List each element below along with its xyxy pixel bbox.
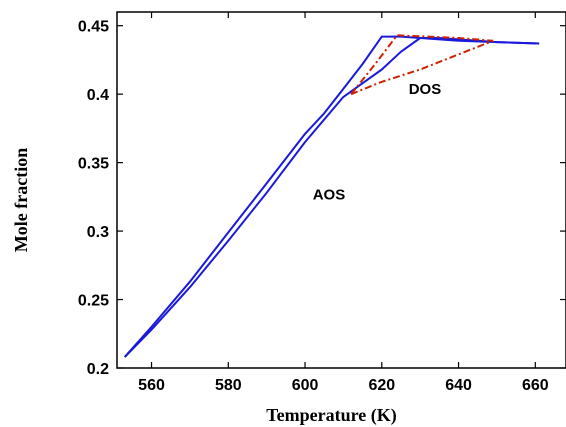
y-ticks: 0.2 0.25 0.3 0.35 0.4 0.45 <box>78 19 566 378</box>
y-tick-label: 0.45 <box>78 19 109 36</box>
series-layer <box>123 34 540 358</box>
annotation-dos: DOS <box>409 81 442 98</box>
series-line-4 <box>350 39 494 96</box>
x-tick-label: 660 <box>522 377 549 394</box>
annotation-layer: AOS DOS <box>313 81 442 203</box>
y-axis-title: Mole fraction <box>11 148 31 252</box>
x-tick-label: 620 <box>368 377 395 394</box>
x-tick-label: 560 <box>138 377 165 394</box>
series-line-2 <box>123 37 540 358</box>
plot-frame <box>116 11 566 369</box>
x-tick-label: 600 <box>292 377 319 394</box>
x-tick-label: 640 <box>445 377 472 394</box>
series-line-1 <box>123 35 540 358</box>
x-ticks: 560 580 600 620 640 660 <box>138 12 549 394</box>
y-tick-label: 0.4 <box>87 87 109 104</box>
y-tick-label: 0.2 <box>87 361 109 378</box>
y-tick-label: 0.25 <box>78 293 109 310</box>
x-tick-label: 580 <box>215 377 242 394</box>
x-axis-title: Temperature (K) <box>266 405 396 426</box>
y-tick-label: 0.35 <box>78 156 109 173</box>
series-line-3 <box>350 34 494 95</box>
annotation-aos: AOS <box>313 187 346 204</box>
y-tick-label: 0.3 <box>87 224 109 241</box>
